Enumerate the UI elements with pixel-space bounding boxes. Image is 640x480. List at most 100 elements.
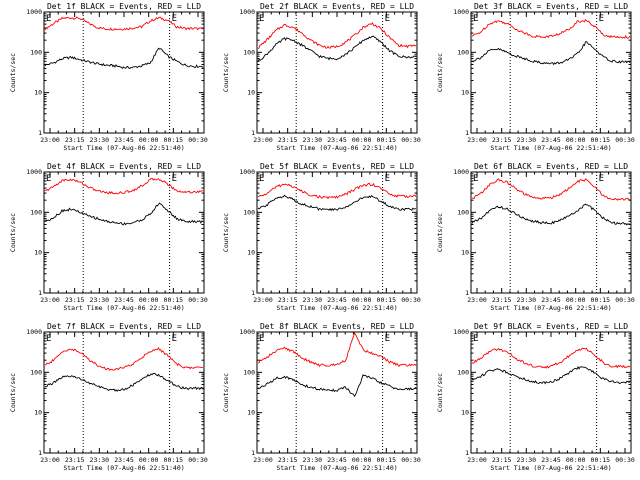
x-tick-label: 23:30	[303, 456, 323, 464]
y-tick-label: 1000	[26, 328, 42, 336]
y-tick-label: 1	[465, 129, 469, 137]
panel-title: Det 1f BLACK = Events, RED = LLD	[47, 2, 201, 11]
panel-det-3: Det 3f BLACK = Events, RED = LLD 1 10 100 10…	[436, 2, 635, 152]
y-tick-label: 1000	[26, 8, 42, 16]
y-tick-label: 10	[461, 409, 469, 417]
y-tick-label: 1	[251, 449, 255, 457]
x-tick-label: 23:45	[327, 136, 347, 144]
x-tick-label: 23:30	[517, 136, 537, 144]
x-tick-label: 23:15	[278, 296, 298, 304]
x-tick-label: 23:45	[114, 136, 134, 144]
x-tick-label: 00:30	[188, 296, 208, 304]
panel-det-7: Det 7f BLACK = Events, RED = LLD 1 10 100 10…	[9, 322, 208, 472]
e-marker: E	[599, 334, 604, 344]
plot-frame	[470, 171, 632, 294]
y-tick-label: 100	[30, 368, 42, 376]
e-marker: E	[473, 14, 478, 24]
x-tick-label: 23:45	[327, 456, 347, 464]
y-axis-label: Counts/sec	[222, 53, 230, 92]
x-tick-label: 00:00	[352, 296, 372, 304]
x-tick-label: 23:15	[278, 136, 298, 144]
panel-title: Det 6f BLACK = Events, RED = LLD	[474, 162, 628, 171]
x-tick-label: 00:30	[401, 456, 421, 464]
x-tick-label: 23:45	[327, 296, 347, 304]
x-axis-label: Start Time (07-Aug-06 22:51:40)	[490, 304, 611, 312]
e-marker: E	[599, 14, 604, 24]
panel-det-6: Det 6f BLACK = Events, RED = LLD 1 10 100 10…	[436, 162, 635, 312]
lld-series-line	[471, 347, 631, 369]
x-tick-label: 00:15	[164, 456, 184, 464]
events-series-line	[44, 202, 204, 226]
events-series-line	[257, 374, 417, 398]
panel-title: Det 2f BLACK = Events, RED = LLD	[260, 2, 414, 11]
y-tick-label: 1	[38, 289, 42, 297]
x-tick-label: 00:15	[377, 456, 397, 464]
y-tick-label: 100	[243, 48, 255, 56]
x-tick-label: 23:30	[517, 296, 537, 304]
events-series-line	[44, 373, 204, 392]
y-tick-label: 1000	[453, 168, 469, 176]
y-tick-label: 100	[30, 208, 42, 216]
y-tick-label: 10	[34, 409, 42, 417]
x-tick-label: 00:00	[352, 136, 372, 144]
x-tick-label: 23:00	[40, 136, 60, 144]
y-tick-label: 1000	[239, 168, 255, 176]
plot-frame	[256, 11, 418, 134]
lld-series-line	[44, 16, 204, 31]
e-marker: E	[46, 14, 51, 24]
y-tick-label: 10	[34, 249, 42, 257]
events-series-line	[471, 41, 631, 66]
x-axis-label: Start Time (07-Aug-06 22:51:40)	[63, 464, 184, 472]
x-tick-label: 23:00	[40, 456, 60, 464]
e-marker: E	[473, 174, 478, 184]
x-tick-label: 00:30	[401, 296, 421, 304]
panel-det-5: Det 5f BLACK = Events, RED = LLD 1 10 100 10…	[222, 162, 421, 312]
lld-series-line	[257, 331, 417, 368]
y-tick-label: 100	[243, 368, 255, 376]
y-tick-label: 10	[247, 249, 255, 257]
x-tick-label: 00:00	[139, 296, 159, 304]
panel-title: Det 4f BLACK = Events, RED = LLD	[47, 162, 201, 171]
events-series-line	[471, 365, 631, 385]
x-tick-label: 00:00	[139, 136, 159, 144]
x-tick-label: 23:30	[90, 296, 110, 304]
x-tick-label: 23:15	[492, 456, 512, 464]
y-tick-label: 1000	[239, 328, 255, 336]
y-tick-label: 1000	[239, 8, 255, 16]
x-axis-label: Start Time (07-Aug-06 22:51:40)	[63, 144, 184, 152]
panel-title: Det 8f BLACK = Events, RED = LLD	[260, 322, 414, 331]
y-tick-label: 100	[457, 48, 469, 56]
y-tick-label: 100	[457, 208, 469, 216]
x-tick-label: 00:15	[164, 296, 184, 304]
x-tick-label: 00:30	[188, 136, 208, 144]
plot-frame	[256, 331, 418, 454]
y-tick-label: 1	[38, 129, 42, 137]
lld-series-line	[257, 182, 417, 200]
y-axis-label: Counts/sec	[222, 213, 230, 252]
x-tick-label: 00:15	[377, 136, 397, 144]
x-tick-label: 00:30	[401, 136, 421, 144]
e-marker: E	[46, 334, 51, 344]
panel-det-2: Det 2f BLACK = Events, RED = LLD 1 10 100 10…	[222, 2, 421, 152]
x-tick-label: 00:15	[591, 136, 611, 144]
x-tick-label: 23:15	[65, 136, 85, 144]
x-tick-label: 23:45	[114, 456, 134, 464]
x-tick-label: 23:00	[467, 456, 487, 464]
panel-title: Det 9f BLACK = Events, RED = LLD	[474, 322, 628, 331]
y-axis-label: Counts/sec	[9, 213, 17, 252]
y-axis-label: Counts/sec	[9, 53, 17, 92]
lld-series-line	[257, 22, 417, 50]
x-tick-label: 23:15	[278, 456, 298, 464]
y-axis-label: Counts/sec	[436, 373, 444, 412]
lld-series-line	[44, 346, 204, 371]
x-tick-label: 23:00	[467, 296, 487, 304]
lld-series-line	[44, 177, 204, 195]
panel-det-4: Det 4f BLACK = Events, RED = LLD 1 10 100 10…	[9, 162, 208, 312]
y-axis-label: Counts/sec	[436, 213, 444, 252]
y-axis-label: Counts/sec	[222, 373, 230, 412]
e-marker: E	[172, 334, 177, 344]
x-axis-label: Start Time (07-Aug-06 22:51:40)	[276, 144, 397, 152]
x-tick-label: 00:00	[352, 456, 372, 464]
x-tick-label: 23:15	[492, 296, 512, 304]
